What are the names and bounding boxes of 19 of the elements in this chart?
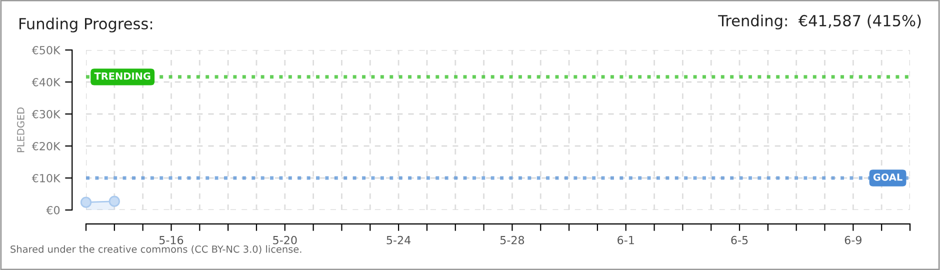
x-tick-label: 6-9 — [844, 236, 862, 244]
x-tick-label: 5-16 — [159, 236, 184, 244]
y-tick-label: €20K — [32, 142, 61, 150]
x-tick-label: 6-5 — [731, 236, 748, 244]
x-tick-label: 5-28 — [500, 236, 524, 244]
ref-line-label: TRENDING — [94, 72, 150, 80]
y-tick-label: €0 — [46, 206, 60, 214]
ref-line-label: GOAL — [873, 173, 902, 181]
y-tick-label: €40K — [32, 78, 61, 86]
y-tick-label: €10K — [32, 174, 61, 182]
y-tick-label: €50K — [32, 46, 61, 54]
y-tick-label: €30K — [32, 110, 61, 118]
chart-title: Funding Progress: — [20, 18, 152, 32]
x-tick-label: 5-20 — [273, 236, 297, 244]
chart-subtitle: Trending: €41,587 (415%) — [718, 14, 921, 30]
x-tick-label: 5-24 — [386, 236, 411, 244]
text: Shared under the creative commons (CC BY-NC 3.0) license. — [10, 245, 302, 254]
y-axis-title: PLEDGED — [17, 108, 24, 152]
x-tick-label: 6-1 — [618, 236, 634, 244]
